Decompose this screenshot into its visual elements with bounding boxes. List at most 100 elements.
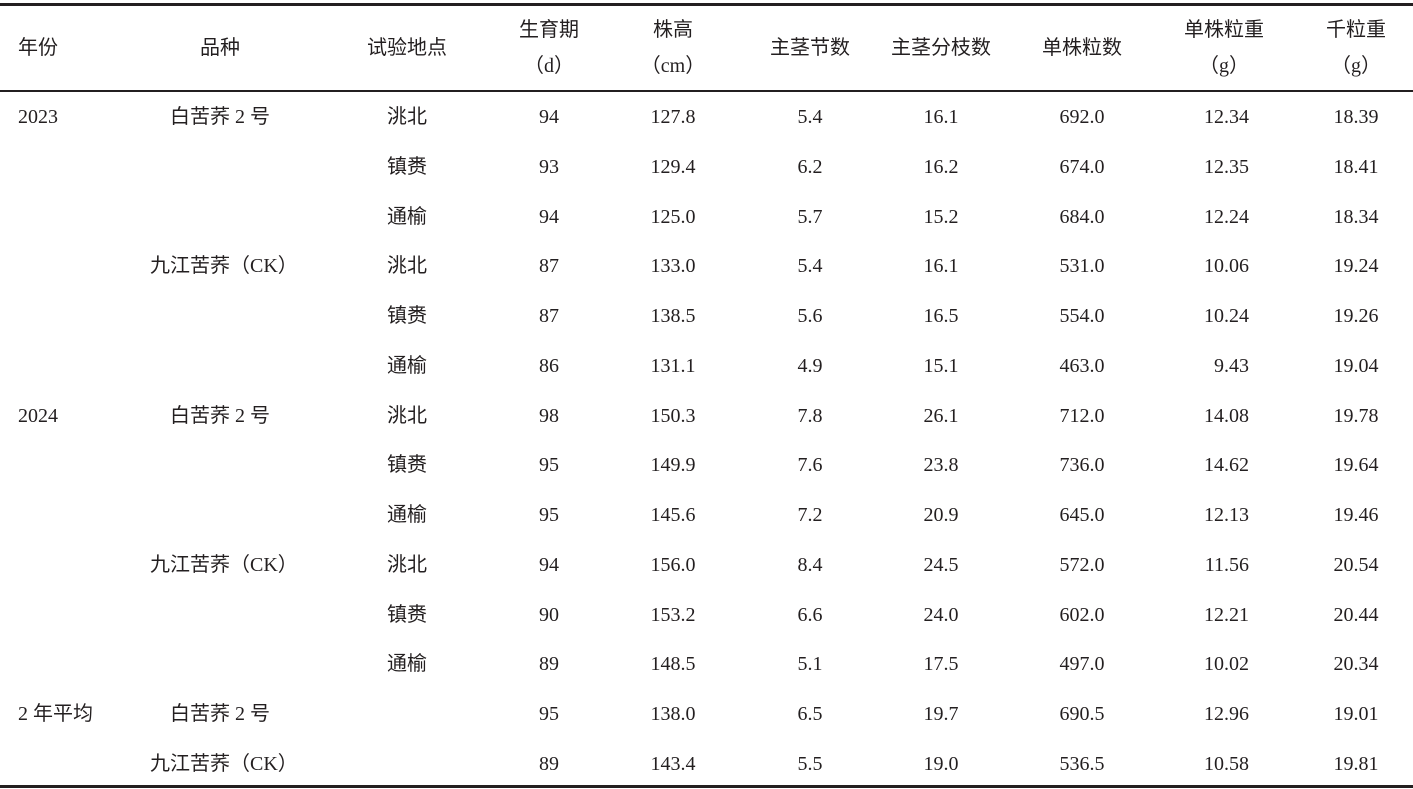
table-cell: 镇赉 bbox=[387, 305, 427, 328]
column-header: （d） bbox=[524, 55, 574, 77]
table-cell: 98 bbox=[539, 404, 559, 427]
table-cell: 12.13 bbox=[1204, 504, 1249, 527]
table-cell: 138.5 bbox=[650, 305, 696, 328]
table-cell: 153.2 bbox=[650, 603, 696, 626]
table-cell: 149.9 bbox=[650, 454, 696, 477]
column-header: 年份 bbox=[18, 37, 58, 59]
table-cell: 通榆 bbox=[387, 653, 427, 676]
table-cell: 5.6 bbox=[797, 305, 823, 328]
table-cell: 19.46 bbox=[1333, 504, 1379, 527]
table-cell: 463.0 bbox=[1059, 354, 1105, 377]
table-cell: 19.0 bbox=[923, 753, 959, 775]
column-header: （g） bbox=[1331, 55, 1381, 77]
column-header: （cm） bbox=[640, 55, 706, 77]
table-cell: 14.08 bbox=[1204, 404, 1249, 427]
table-cell: 5.7 bbox=[797, 205, 823, 228]
table-cell: 16.2 bbox=[923, 155, 959, 178]
table-cell: 洮北 bbox=[387, 255, 427, 278]
table-cell: 6.6 bbox=[797, 603, 823, 626]
table-cell: 九江苦荞（CK） bbox=[150, 255, 298, 278]
column-header: 单株粒数 bbox=[1042, 37, 1122, 59]
table-cell: 145.6 bbox=[650, 504, 696, 527]
table-cell: 19.78 bbox=[1333, 404, 1379, 427]
table-cell: 156.0 bbox=[650, 553, 696, 576]
table-cell: 94 bbox=[539, 205, 559, 228]
table-cell: 692.0 bbox=[1059, 106, 1105, 128]
table-cell: 554.0 bbox=[1059, 305, 1105, 328]
table-cell: 洮北 bbox=[387, 404, 427, 427]
table-cell: 九江苦荞（CK） bbox=[150, 553, 298, 576]
table-cell: 8.4 bbox=[797, 553, 823, 576]
table-cell: 12.35 bbox=[1204, 155, 1249, 178]
table-cell: 531.0 bbox=[1059, 255, 1105, 278]
table-cell: 12.96 bbox=[1204, 703, 1249, 726]
table-cell: 通榆 bbox=[387, 504, 427, 527]
table-cell: 690.5 bbox=[1059, 703, 1105, 726]
column-header: 生育期 bbox=[519, 19, 579, 41]
table-cell: 九江苦荞（CK） bbox=[150, 753, 298, 775]
table-cell: 572.0 bbox=[1059, 553, 1105, 576]
table-cell: 18.39 bbox=[1333, 106, 1379, 128]
table-cell: 镇赉 bbox=[387, 454, 427, 477]
table-cell: 19.26 bbox=[1333, 305, 1379, 328]
table-cell: 洮北 bbox=[387, 553, 427, 576]
table-cell: 通榆 bbox=[387, 354, 427, 377]
table-cell: 18.41 bbox=[1333, 155, 1379, 178]
table-cell: 89 bbox=[539, 753, 559, 775]
table-cell: 20.44 bbox=[1333, 603, 1379, 626]
column-header: 品种 bbox=[200, 37, 240, 59]
table-cell: 712.0 bbox=[1059, 404, 1105, 427]
table-cell: 684.0 bbox=[1059, 205, 1105, 228]
table-cell: 15.1 bbox=[923, 354, 959, 377]
table-cell: 150.3 bbox=[650, 404, 696, 427]
table-cell: 9.43 bbox=[1214, 354, 1249, 377]
table-cell: 5.1 bbox=[797, 653, 823, 676]
table-cell: 5.4 bbox=[797, 106, 823, 128]
column-header: 单株粒重 bbox=[1184, 19, 1264, 41]
table-cell: 19.04 bbox=[1333, 354, 1379, 377]
table-cell: 12.34 bbox=[1204, 106, 1249, 128]
table-cell: 138.0 bbox=[650, 703, 696, 726]
table-cell: 19.7 bbox=[923, 703, 959, 726]
column-header: 试验地点 bbox=[367, 37, 447, 59]
table-cell: 10.06 bbox=[1204, 255, 1249, 278]
column-header: （g） bbox=[1199, 55, 1249, 77]
table-cell: 17.5 bbox=[923, 653, 959, 676]
table-cell: 6.5 bbox=[797, 703, 823, 726]
table-cell: 89 bbox=[539, 653, 559, 676]
table-cell: 95 bbox=[539, 504, 559, 527]
table-cell: 镇赉 bbox=[387, 603, 427, 626]
table-cell: 19.64 bbox=[1333, 454, 1379, 477]
table-cell: 645.0 bbox=[1059, 504, 1105, 527]
table-cell: 5.4 bbox=[797, 255, 823, 278]
table-cell: 10.24 bbox=[1204, 305, 1249, 328]
table-cell: 16.1 bbox=[923, 255, 959, 278]
table-cell: 94 bbox=[539, 106, 559, 128]
table-cell: 129.4 bbox=[650, 155, 696, 178]
table-cell: 12.21 bbox=[1204, 603, 1249, 626]
table-cell: 24.0 bbox=[923, 603, 959, 626]
table-cell: 131.1 bbox=[650, 354, 696, 377]
table-cell: 19.81 bbox=[1333, 753, 1379, 775]
table-cell: 90 bbox=[539, 603, 559, 626]
table-cell: 23.8 bbox=[923, 454, 959, 477]
table-cell: 10.58 bbox=[1204, 753, 1249, 775]
table-cell: 12.24 bbox=[1204, 205, 1249, 228]
table-cell: 7.2 bbox=[797, 504, 823, 527]
table-cell: 7.6 bbox=[797, 454, 823, 477]
column-header: 主茎节数 bbox=[770, 37, 850, 59]
table-cell: 497.0 bbox=[1059, 653, 1105, 676]
table-cell: 白苦荞 2 号 bbox=[170, 404, 270, 427]
table-cell: 通榆 bbox=[387, 205, 427, 228]
table-cell: 20.54 bbox=[1333, 553, 1379, 576]
table-cell: 26.1 bbox=[923, 404, 959, 427]
table-cell: 16.5 bbox=[923, 305, 959, 328]
table-cell: 11.56 bbox=[1204, 553, 1249, 576]
table-cell: 148.5 bbox=[650, 653, 696, 676]
table-cell: 2024 bbox=[18, 404, 58, 427]
table-cell: 10.02 bbox=[1204, 653, 1249, 676]
table-cell: 602.0 bbox=[1059, 603, 1105, 626]
table-cell: 95 bbox=[539, 454, 559, 477]
table-cell: 15.2 bbox=[923, 205, 959, 228]
